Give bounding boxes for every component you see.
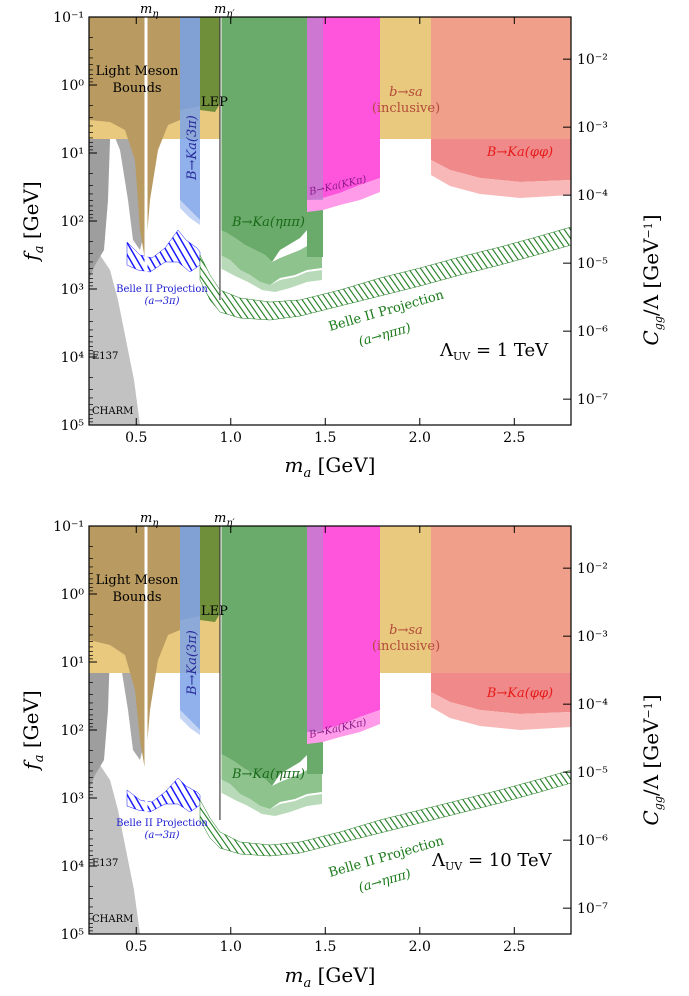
y-tick-label: 10⁻¹ — [53, 10, 84, 26]
light-meson-bounds-region — [89, 17, 180, 260]
bka-3pi-label: B→Ka(3π) — [185, 115, 200, 181]
belle2-3pi-projection-b — [126, 777, 201, 813]
belle2-3pi-label: Belle II Projection — [116, 284, 208, 295]
panel-top: 0.5 1.0 1.5 2.0 2.5 10⁻¹ 10⁰ 10¹ 10² 10³ 10⁴ 10⁵ 10⁻… — [19, 2, 665, 481]
bsa-inclusive-label: (inclusive) — [372, 101, 440, 116]
bka-phiphi-region-b — [431, 526, 571, 673]
bka-kkpi-region — [307, 17, 380, 200]
lep-label-b: LEP — [201, 604, 228, 619]
y2-axis-title-top: Cgg/Λ [GeV−1] — [639, 214, 665, 345]
y2-tick-label: 10⁻⁵ — [577, 256, 608, 272]
y2-tick-label: 10⁻³ — [577, 629, 608, 645]
bka-phiphi-region — [431, 17, 571, 139]
x-axis-title-bottom: ma [GeV] — [285, 963, 376, 991]
y-tick-label: 10² — [61, 723, 84, 739]
x-tick-label: 0.5 — [125, 939, 147, 955]
y-axis-title-bottom: fa [GeV] — [19, 690, 47, 771]
bka-phiphi-label: B→Ka(φφ) — [486, 145, 553, 160]
y-tick-label: 10⁻¹ — [53, 519, 84, 535]
charm-label: CHARM — [92, 406, 133, 417]
plot-area-bottom — [89, 526, 571, 934]
y2-tick-label: 10⁻⁴ — [577, 697, 608, 713]
belle2-etapipi-projection — [199, 226, 571, 321]
belle2-3pi-label-b: Belle II Projection — [116, 818, 208, 829]
y2-axis-title-bottom: Cgg/Λ [GeV−1] — [639, 694, 665, 825]
y-tick-label: 10⁰ — [61, 78, 85, 94]
y-tick-label: 10⁴ — [61, 350, 85, 366]
y2-tick-label: 10⁻² — [577, 52, 608, 68]
bka-3pi-label-b: B→Ka(3π) — [185, 630, 200, 696]
light-meson-label: Light Meson — [96, 64, 179, 79]
light-meson-label-2: Bounds — [112, 81, 161, 96]
scale-label-top: ΛUV = 1 TeV — [439, 340, 549, 363]
bsa-label-b: b→sa — [389, 623, 423, 638]
x-axis-title-top: ma [GeV] — [285, 453, 376, 481]
bka-etapipi-region — [220, 17, 307, 262]
scale-label-bottom: ΛUV = 10 TeV — [431, 850, 553, 873]
x-tick-label: 1.0 — [220, 939, 242, 955]
bka-etapipi-label: B→Ka(ηππ) — [231, 215, 305, 230]
bka-3pi-region-b — [180, 526, 200, 730]
y-tick-label: 10⁴ — [61, 859, 85, 875]
y-tick-label: 10³ — [61, 282, 84, 298]
plot-area-top — [89, 17, 571, 425]
x-tick-label: 2.5 — [503, 430, 525, 446]
ticks-bottom: 0.5 1.0 1.5 2.0 2.5 10⁻¹ 10⁰ 10¹ 10² 10³ 10⁴ 10⁵ 10⁻… — [53, 519, 608, 955]
y-axis-title-top: fa [GeV] — [19, 181, 47, 262]
x-tick-label: 0.5 — [125, 430, 147, 446]
y2-tick-label: 10⁻² — [577, 561, 608, 577]
y2-tick-label: 10⁻⁴ — [577, 188, 608, 204]
x-tick-label: 2.0 — [409, 430, 431, 446]
panel-bottom: 0.5 1.0 1.5 2.0 2.5 10⁻¹ 10⁰ 10¹ 10² 10³ 10⁴ 10⁵ 10⁻… — [19, 511, 665, 991]
light-meson-label-b-2: Bounds — [112, 590, 161, 605]
lep-label: LEP — [201, 95, 228, 110]
belle2-3pi-sub-label: (a→3π) — [144, 296, 179, 307]
y-tick-label: 10¹ — [61, 146, 84, 162]
belle2-3pi-sub-label-b: (a→3π) — [144, 830, 179, 841]
y2-tick-label: 10⁻⁷ — [577, 901, 608, 917]
belle2-etapipi-projection-b — [199, 769, 571, 857]
bsa-inclusive-label-b: (inclusive) — [372, 639, 440, 654]
x-tick-label: 2.0 — [409, 939, 431, 955]
light-meson-label-b: Light Meson — [96, 573, 179, 588]
bsa-label: b→sa — [389, 85, 423, 100]
y-tick-label: 10¹ — [61, 655, 84, 671]
e137-label-b: E137 — [92, 858, 118, 869]
y2-tick-label: 10⁻⁵ — [577, 765, 608, 781]
y-tick-label: 10² — [61, 214, 84, 230]
e137-label: E137 — [92, 351, 118, 362]
bka-3pi-region — [180, 17, 200, 220]
y-tick-label: 10³ — [61, 791, 84, 807]
x-tick-label: 2.5 — [503, 939, 525, 955]
charm-label-b: CHARM — [92, 914, 133, 925]
bka-phiphi-label-b: B→Ka(φφ) — [486, 686, 553, 701]
y-tick-label: 10⁰ — [61, 587, 85, 603]
y-tick-label: 10⁵ — [61, 418, 85, 434]
x-tick-label: 1.0 — [220, 430, 242, 446]
light-meson-bounds-region-b — [89, 526, 180, 770]
bka-kkpi-region-b — [307, 526, 380, 732]
charm-region — [89, 230, 140, 425]
y2-tick-label: 10⁻⁷ — [577, 392, 608, 408]
y-tick-label: 10⁵ — [61, 927, 85, 943]
bka-etapipi-region-b — [220, 526, 307, 786]
bka-etapipi-label-b: B→Ka(ηππ) — [231, 767, 305, 782]
y2-tick-label: 10⁻⁶ — [577, 833, 608, 849]
x-tick-label: 1.5 — [314, 939, 336, 955]
y2-tick-label: 10⁻⁶ — [577, 324, 608, 340]
ticks-top: 0.5 1.0 1.5 2.0 2.5 10⁻¹ 10⁰ 10¹ 10² 10³ 10⁴ 10⁵ 10⁻… — [53, 10, 608, 446]
y2-tick-label: 10⁻³ — [577, 120, 608, 136]
x-tick-label: 1.5 — [314, 430, 336, 446]
charm-region-b — [89, 740, 140, 934]
